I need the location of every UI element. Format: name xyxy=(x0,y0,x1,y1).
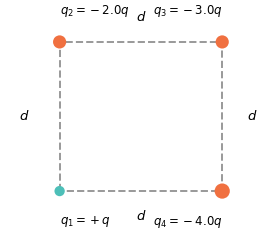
Point xyxy=(57,189,62,193)
Text: $d$: $d$ xyxy=(19,110,30,123)
Text: $q_4 = -4.0q$: $q_4 = -4.0q$ xyxy=(153,214,222,230)
Text: $d$: $d$ xyxy=(136,209,146,223)
Point xyxy=(220,40,224,44)
Text: $d$: $d$ xyxy=(136,10,146,24)
Text: $q_1 = +q$: $q_1 = +q$ xyxy=(60,214,111,229)
Text: $d$: $d$ xyxy=(247,110,257,123)
Point xyxy=(220,189,224,193)
Text: $q_2 = -2.0q$: $q_2 = -2.0q$ xyxy=(60,3,129,19)
Text: $q_3 = -3.0q$: $q_3 = -3.0q$ xyxy=(153,3,222,19)
Point xyxy=(57,40,62,44)
